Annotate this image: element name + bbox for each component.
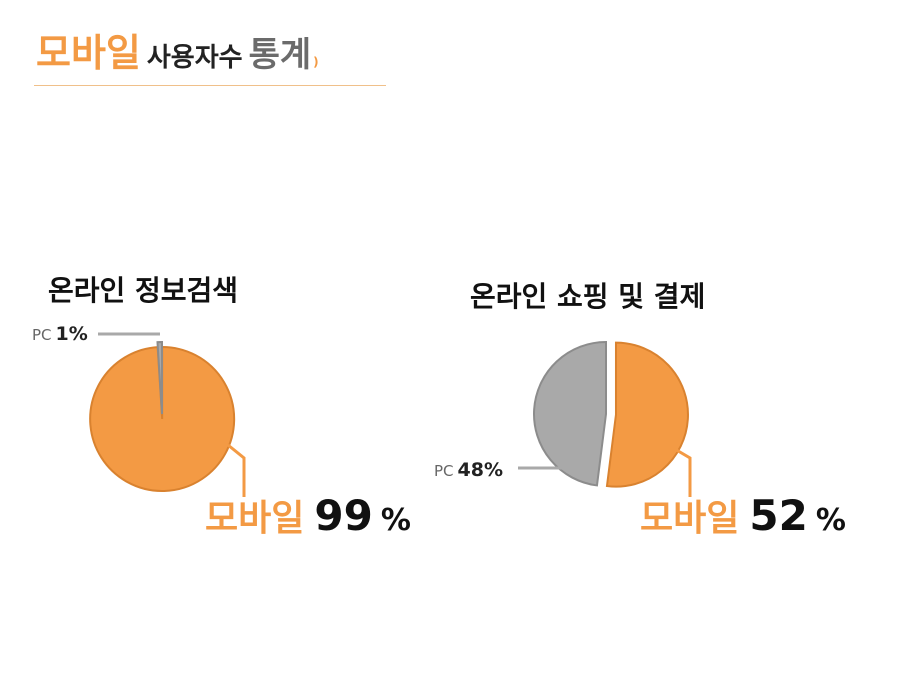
header-title-paren: ): [313, 55, 319, 69]
pc-value-0: 1%: [56, 323, 88, 345]
header-title-end: 통계: [248, 35, 312, 75]
mobile-label-1: 모바일 52%: [640, 491, 846, 540]
pie-slice-mobile-0: [89, 345, 236, 492]
chart-title-online-shopping: 온라인 쇼핑 및 결제: [470, 280, 705, 313]
mobile-label-text-0: 모바일: [205, 498, 304, 539]
pc-label-0: PC 1%: [32, 323, 88, 345]
pie-info-search: [89, 340, 236, 492]
pie-slice-mobile-1: [605, 341, 689, 488]
leader-line-mobile-1: [667, 443, 692, 497]
pie-slice-pc-1: [533, 340, 607, 487]
leader-line-mobile-0: [227, 443, 246, 497]
chart-title-info-search: 온라인 정보검색: [48, 274, 238, 307]
chart-online-shopping: 온라인 쇼핑 및 결제 PC 48% 모바일 52%: [434, 280, 846, 540]
header-title-highlight: 모바일: [36, 31, 141, 75]
pc-value-1: 48%: [458, 459, 503, 481]
mobile-unit-1: %: [816, 503, 846, 538]
pie-online-shopping: [533, 340, 689, 488]
mobile-unit-0: %: [381, 503, 411, 538]
pie-slice-pc-0: [156, 340, 163, 415]
header-divider: [34, 85, 386, 86]
pc-label-text-1: PC: [434, 462, 454, 480]
pc-label-text-0: PC: [32, 326, 52, 344]
page-header: 모바일 사용자수 통계): [36, 22, 319, 82]
header-title-mid: 사용자수: [146, 43, 243, 73]
mobile-label-0: 모바일 99%: [205, 491, 411, 540]
pc-label-1: PC 48%: [434, 459, 503, 481]
mobile-label-text-1: 모바일: [640, 498, 739, 539]
mobile-value-0: 99: [314, 491, 372, 540]
mobile-value-1: 52: [749, 491, 807, 540]
chart-info-search: 온라인 정보검색 PC 1% 모바일 99%: [32, 274, 411, 540]
